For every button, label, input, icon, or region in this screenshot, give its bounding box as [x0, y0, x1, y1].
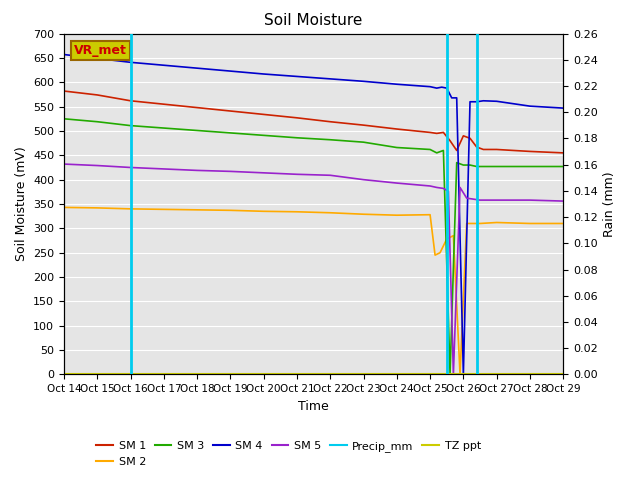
Y-axis label: Soil Moisture (mV): Soil Moisture (mV) — [15, 146, 28, 262]
Title: Soil Moisture: Soil Moisture — [264, 13, 363, 28]
X-axis label: Time: Time — [298, 400, 329, 413]
Text: VR_met: VR_met — [74, 44, 127, 57]
Legend: SM 1, SM 2, SM 3, SM 4, SM 5, Precip_mm, TZ ppt: SM 1, SM 2, SM 3, SM 4, SM 5, Precip_mm,… — [92, 437, 485, 471]
Y-axis label: Rain (mm): Rain (mm) — [604, 171, 616, 237]
